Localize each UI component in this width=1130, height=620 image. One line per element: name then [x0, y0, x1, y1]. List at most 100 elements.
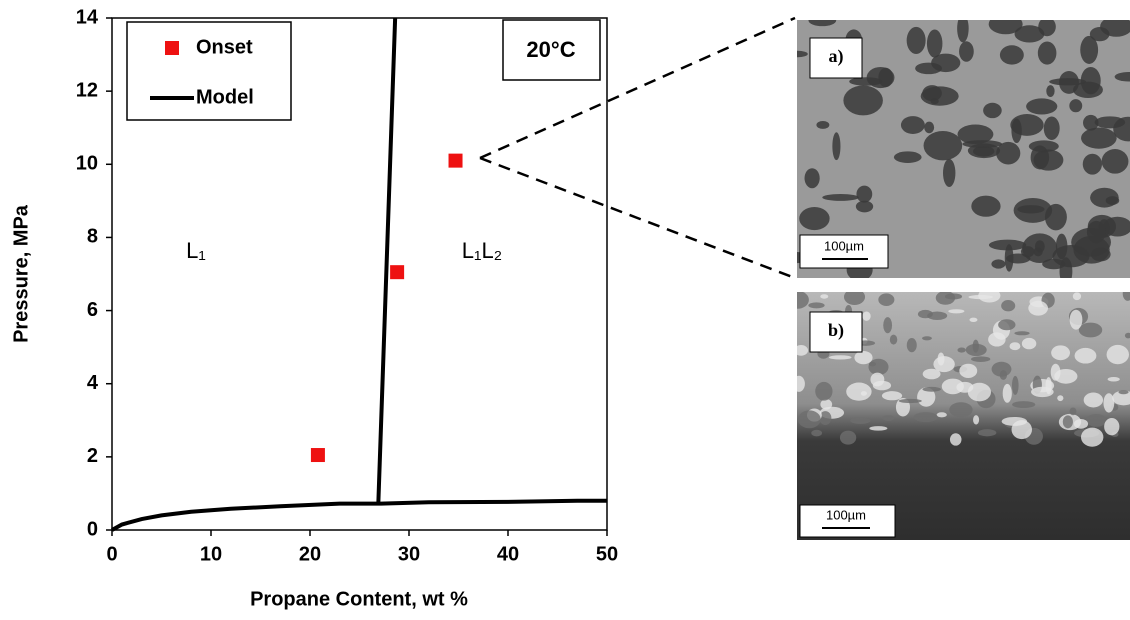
- texture: [882, 391, 902, 400]
- texture: [899, 399, 922, 403]
- texture: [937, 412, 947, 417]
- texture: [991, 259, 1005, 268]
- y-tick-label: 10: [76, 153, 98, 175]
- texture: [914, 412, 938, 422]
- texture: [811, 430, 822, 437]
- texture: [1102, 149, 1129, 174]
- texture: [959, 41, 974, 61]
- texture: [868, 359, 888, 375]
- texture: [907, 338, 917, 352]
- texture: [1000, 370, 1007, 380]
- panel-label: a): [829, 46, 844, 67]
- texture: [816, 121, 829, 129]
- texture: [799, 207, 829, 230]
- texture: [901, 116, 925, 134]
- texture: [1087, 221, 1106, 243]
- y-tick-label: 4: [87, 372, 99, 394]
- texture: [1017, 205, 1044, 213]
- texture: [1084, 393, 1103, 408]
- texture: [957, 348, 965, 353]
- texture: [1014, 331, 1029, 335]
- texture: [861, 391, 867, 396]
- texture: [1103, 393, 1114, 412]
- texture: [971, 196, 1000, 217]
- texture: [950, 433, 962, 445]
- texture: [1079, 323, 1102, 338]
- y-tick-label: 14: [76, 6, 99, 28]
- texture: [1038, 41, 1057, 64]
- texture: [794, 345, 808, 356]
- texture: [1063, 415, 1073, 428]
- texture: [918, 310, 933, 318]
- texture: [1070, 310, 1083, 330]
- texture: [988, 332, 1005, 346]
- texture: [1012, 401, 1035, 408]
- texture: [959, 364, 977, 378]
- texture: [931, 98, 939, 104]
- texture: [1075, 348, 1097, 364]
- texture: [978, 429, 996, 436]
- texture: [989, 14, 1023, 34]
- y-tick-label: 12: [76, 79, 98, 101]
- texture: [798, 410, 821, 428]
- texture: [878, 293, 894, 306]
- texture: [1073, 292, 1081, 300]
- texture: [1108, 377, 1120, 381]
- texture: [924, 122, 934, 134]
- texture: [1033, 149, 1063, 170]
- texture: [957, 125, 993, 145]
- panel-label: b): [828, 320, 844, 341]
- x-tick-label: 30: [398, 543, 420, 565]
- texture: [1000, 45, 1024, 64]
- texture: [882, 415, 894, 421]
- texture: [870, 373, 884, 387]
- x-tick-label: 0: [106, 543, 117, 565]
- texture: [844, 289, 865, 305]
- texture: [843, 85, 883, 115]
- y-axis-label: Pressure, MPa: [10, 204, 32, 343]
- texture: [1009, 342, 1020, 350]
- texture: [924, 131, 963, 160]
- texture: [989, 240, 1026, 251]
- texture: [856, 186, 872, 203]
- texture: [969, 318, 977, 322]
- x-axis-label: Propane Content, wt %: [250, 588, 468, 610]
- texture: [1106, 196, 1120, 205]
- texture: [1031, 387, 1054, 397]
- scale-label: 100µm: [824, 238, 864, 253]
- texture: [829, 355, 852, 359]
- texture: [894, 151, 922, 163]
- texture: [1012, 376, 1019, 395]
- legend-label: Model: [196, 86, 254, 108]
- texture: [1003, 384, 1012, 403]
- texture: [1086, 414, 1106, 427]
- texture: [820, 294, 828, 298]
- texture: [1118, 390, 1128, 394]
- texture: [1051, 345, 1070, 360]
- texture: [1038, 17, 1056, 36]
- texture: [854, 351, 872, 364]
- figure: 20°C L₁ L₁L₂ Propane Content, wt % Press…: [0, 0, 1130, 615]
- x-tick-label: 50: [596, 543, 618, 565]
- texture: [971, 356, 990, 362]
- texture: [973, 415, 979, 424]
- texture: [832, 132, 840, 160]
- texture: [933, 356, 954, 372]
- texture: [1049, 78, 1086, 85]
- region-label: L₁: [186, 238, 206, 263]
- texture: [820, 399, 832, 409]
- texture: [1081, 428, 1103, 447]
- texture: [1060, 257, 1073, 285]
- texture: [890, 335, 897, 345]
- y-tick-label: 8: [87, 226, 98, 248]
- texture: [1029, 140, 1059, 152]
- y-tick-label: 6: [87, 299, 98, 321]
- annotation: 20°C: [526, 37, 575, 62]
- texture: [1012, 420, 1032, 439]
- texture: [1028, 301, 1048, 316]
- scale-label: 100µm: [826, 507, 866, 522]
- texture: [1046, 85, 1054, 97]
- texture: [1083, 115, 1099, 131]
- texture: [1044, 117, 1060, 140]
- legend-label: Onset: [196, 36, 253, 58]
